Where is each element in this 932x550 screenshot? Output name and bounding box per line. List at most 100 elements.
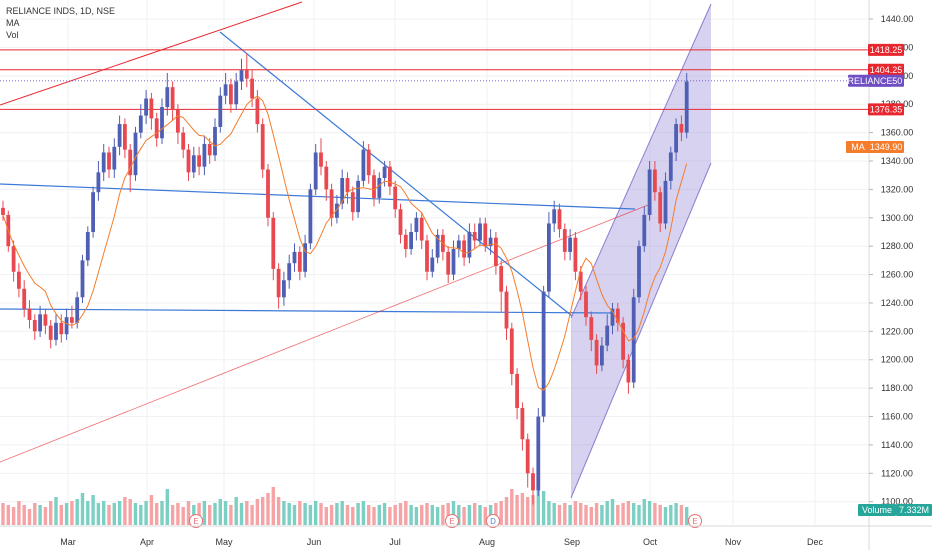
y-tick-label: 1300.00 xyxy=(881,213,914,223)
ma-line xyxy=(2,95,688,391)
candle xyxy=(266,169,270,218)
candle xyxy=(313,152,318,190)
volume-bar xyxy=(430,505,434,525)
volume-bar xyxy=(239,503,244,525)
y-tick-label: 1140.00 xyxy=(881,440,913,450)
candle xyxy=(123,124,127,150)
candle xyxy=(356,180,360,213)
volume-bar xyxy=(621,503,625,525)
volume-bar xyxy=(176,503,180,525)
candle xyxy=(531,473,535,491)
volume-bar xyxy=(287,503,291,525)
level-tag-bg xyxy=(868,63,904,76)
candle xyxy=(160,107,164,139)
price-channel xyxy=(570,3,712,499)
volume-bar xyxy=(112,503,116,525)
candle xyxy=(345,178,350,193)
trendline xyxy=(0,204,649,463)
volume-bar xyxy=(223,501,228,525)
volume-bar xyxy=(393,505,397,525)
volume-bar xyxy=(420,505,424,525)
volume-bar xyxy=(22,505,26,525)
volume-bar xyxy=(531,495,535,525)
volume-bar xyxy=(388,507,392,525)
volume-bar xyxy=(102,501,106,525)
candle xyxy=(17,271,21,289)
volume-bar xyxy=(75,499,79,525)
volume-bar xyxy=(266,493,270,525)
event-marker: D xyxy=(486,514,500,528)
y-tick-label: 1120.00 xyxy=(881,468,913,478)
candle xyxy=(48,325,53,340)
volume-bar xyxy=(356,503,360,525)
candle xyxy=(621,322,625,360)
candle xyxy=(637,246,641,298)
candle xyxy=(472,231,477,241)
candle xyxy=(276,268,281,298)
volume-bar xyxy=(96,503,101,525)
y-tick-label: 1220.00 xyxy=(881,326,914,336)
volume-bar xyxy=(54,497,58,525)
price-tags: 1418.251404.251376.351396.50RELIANCE1349… xyxy=(846,43,932,516)
candle xyxy=(271,217,276,269)
candle xyxy=(128,149,133,176)
volume-bar xyxy=(536,485,540,525)
volume-bar xyxy=(340,501,344,525)
candle xyxy=(165,87,170,108)
candle xyxy=(478,223,482,241)
symbol-tag-text: RELIANCE xyxy=(847,76,892,86)
candle xyxy=(377,178,382,198)
volume-bar xyxy=(149,495,154,525)
candle xyxy=(229,84,233,105)
candle xyxy=(176,109,180,133)
volume-bars xyxy=(1,485,689,525)
candle xyxy=(138,115,143,133)
level-tag: 1418.25 xyxy=(868,43,904,56)
volume-bar xyxy=(298,501,302,525)
candle xyxy=(679,124,684,133)
volume-bar xyxy=(80,493,85,525)
volume-bar xyxy=(632,503,636,525)
candle xyxy=(631,297,636,383)
volume-bar xyxy=(144,501,148,525)
candle xyxy=(562,229,567,252)
candle xyxy=(642,214,647,247)
candle xyxy=(568,237,572,252)
symbol-title: RELIANCE INDS, 1D, NSE xyxy=(6,6,116,16)
volume-bar xyxy=(637,505,641,525)
candle xyxy=(117,124,122,147)
volume-bar xyxy=(314,501,318,525)
level-tag-bg xyxy=(868,103,904,116)
event-label: E xyxy=(449,517,454,526)
volume-bar xyxy=(425,503,429,525)
volume-bar xyxy=(372,507,376,525)
candle xyxy=(213,126,217,156)
volume-bar xyxy=(33,503,37,525)
candle xyxy=(388,166,392,187)
x-tick-label: Apr xyxy=(140,537,154,547)
x-tick-label: Sep xyxy=(564,537,580,547)
candle xyxy=(536,416,541,491)
candle xyxy=(27,308,32,320)
candles xyxy=(1,53,689,505)
volume-bar xyxy=(27,509,32,525)
volume-bar xyxy=(626,501,631,525)
candle xyxy=(541,291,546,417)
candle xyxy=(144,98,148,116)
candle xyxy=(101,152,106,173)
volume-bar xyxy=(133,503,138,525)
candle xyxy=(202,143,207,167)
y-tick-label: 1160.00 xyxy=(881,412,913,422)
volume-bar xyxy=(186,501,191,525)
event-badge xyxy=(688,514,702,528)
volume-bar xyxy=(261,497,265,525)
candle xyxy=(324,166,329,190)
y-tick-label: 1240.00 xyxy=(881,298,914,308)
candle xyxy=(456,240,461,250)
volume-bar xyxy=(451,501,456,525)
ma-legend: MA xyxy=(6,18,20,28)
candle xyxy=(594,339,599,366)
y-tick-label: 1360.00 xyxy=(881,128,914,138)
